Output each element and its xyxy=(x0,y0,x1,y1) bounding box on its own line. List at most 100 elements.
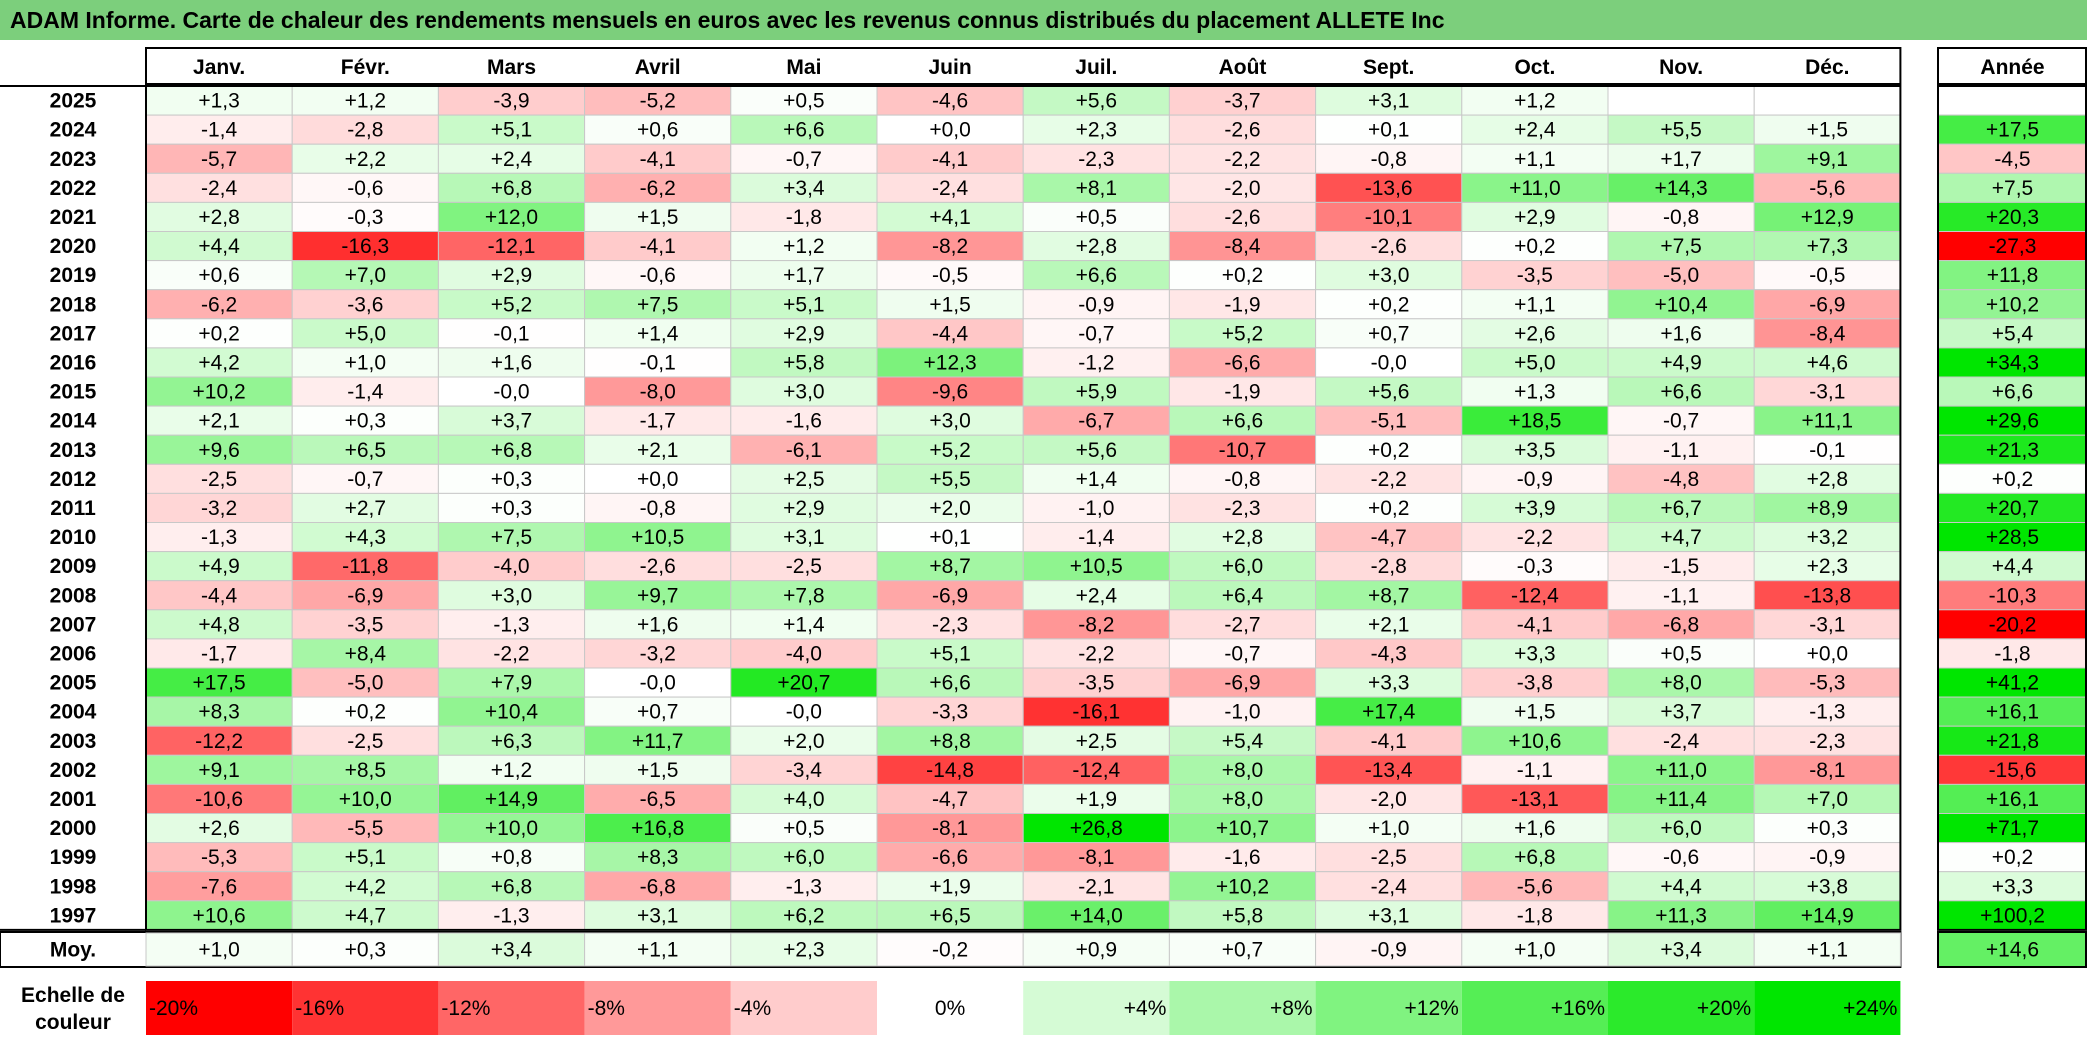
cell-value: +4,3 xyxy=(345,526,386,549)
cell-value: -6,9 xyxy=(1224,672,1260,695)
cell-value: +12,0 xyxy=(485,206,538,229)
cell-value: +1,7 xyxy=(1660,148,1701,171)
annual-value: +21,3 xyxy=(1986,439,2039,462)
heat-cell xyxy=(1753,492,1901,523)
cell-value: +0,5 xyxy=(1076,206,1117,229)
average-cell xyxy=(584,932,732,967)
cell-value: +11,1 xyxy=(1802,410,1854,433)
cell-value: +8,5 xyxy=(345,759,386,782)
heat-cell xyxy=(1022,492,1170,523)
cell-value: +0,1 xyxy=(929,526,970,549)
heat-cell xyxy=(1753,347,1901,378)
heat-cell xyxy=(730,201,878,232)
cell-value: -2,2 xyxy=(493,642,529,665)
average-value: +2,3 xyxy=(783,939,824,962)
annual-value: +20,3 xyxy=(1986,206,2039,229)
cell-value: +2,9 xyxy=(491,264,532,287)
heat-cell xyxy=(584,347,732,378)
heat-cell xyxy=(730,813,878,844)
cell-value: -3,9 xyxy=(493,90,529,113)
month-header: Août xyxy=(1219,56,1267,79)
cell-value: +5,9 xyxy=(1076,381,1117,404)
month-header: Mars xyxy=(487,56,536,79)
cell-value: -2,4 xyxy=(1663,730,1700,753)
heat-cell xyxy=(1753,463,1901,494)
cell-value: +8,7 xyxy=(929,555,970,578)
cell-value: +1,6 xyxy=(491,351,532,374)
cell-value: +10,6 xyxy=(1508,730,1561,753)
cell-value: -2,5 xyxy=(786,555,822,578)
heat-cell xyxy=(1461,289,1609,320)
cell-value: -6,1 xyxy=(786,439,822,462)
average-value: -0,2 xyxy=(932,939,968,962)
average-value: +1,0 xyxy=(1514,939,1555,962)
heat-cell xyxy=(730,172,878,203)
scale-swatch xyxy=(584,981,731,1035)
heat-cell xyxy=(1461,609,1609,640)
cell-value: -4,1 xyxy=(1371,730,1407,753)
cell-value: -3,3 xyxy=(932,701,968,724)
cell-value: +3,7 xyxy=(1660,701,1701,724)
cell-value: +4,2 xyxy=(345,875,386,898)
annual-cell xyxy=(1937,667,2087,698)
cell-value: -0,3 xyxy=(1517,555,1553,578)
cell-value: +7,0 xyxy=(345,264,386,287)
heat-cell xyxy=(1168,405,1317,436)
heat-cell xyxy=(1315,85,1463,116)
heat-cell xyxy=(730,405,878,436)
heat-cell xyxy=(145,871,293,902)
year-label: 1997 xyxy=(50,904,97,927)
heat-cell xyxy=(1461,376,1609,407)
average-value: -0,9 xyxy=(1371,939,1407,962)
cell-value: -4,0 xyxy=(786,642,822,665)
cell-value: -3,4 xyxy=(786,759,823,782)
annual-cell xyxy=(1937,783,2087,815)
average-value: +1,0 xyxy=(198,939,239,962)
year-label: 1999 xyxy=(50,846,97,869)
heat-cell xyxy=(1607,492,1755,523)
cell-value: -0,3 xyxy=(347,206,383,229)
heat-cell xyxy=(1315,580,1463,611)
heat-cell xyxy=(1168,667,1317,698)
cell-value: -1,1 xyxy=(1517,759,1553,782)
cell-value: +11,0 xyxy=(1655,759,1707,782)
cell-value: +9,6 xyxy=(198,439,239,462)
cell-value: +0,6 xyxy=(637,119,678,142)
cell-value: +1,9 xyxy=(929,875,970,898)
cell-value: -8,1 xyxy=(1078,846,1114,869)
annual-value: +71,7 xyxy=(1986,817,2039,840)
cell-value: +5,1 xyxy=(783,293,824,316)
annual-value: +41,2 xyxy=(1986,672,2039,695)
heat-cell xyxy=(1022,725,1170,756)
scale-swatch xyxy=(146,981,293,1035)
scale-swatch xyxy=(1754,981,1901,1035)
average-cell xyxy=(876,932,1024,967)
cell-value: -5,5 xyxy=(347,817,383,840)
average-value: +3,4 xyxy=(1660,939,1702,962)
chart-title: ADAM Informe. Carte de chaleur des rende… xyxy=(0,0,2087,40)
cell-value: +1,5 xyxy=(929,293,970,316)
cell-value: +26,8 xyxy=(1070,817,1123,840)
heat-cell xyxy=(876,463,1024,494)
year-label: 2000 xyxy=(50,817,97,840)
heat-cell xyxy=(584,580,732,611)
heat-cell xyxy=(1022,813,1170,844)
average-value: +0,7 xyxy=(1222,939,1263,962)
cell-value: -8,2 xyxy=(1078,613,1114,636)
cell-value: +3,8 xyxy=(1807,875,1848,898)
heat-cell xyxy=(584,551,732,582)
cell-value: +2,3 xyxy=(1807,555,1848,578)
year-label: 2011 xyxy=(50,497,96,520)
heat-cell xyxy=(437,551,586,582)
heat-cell xyxy=(1168,143,1317,174)
heat-cell xyxy=(1607,463,1755,494)
cell-value: +2,5 xyxy=(1076,730,1117,753)
cell-value: +4,8 xyxy=(198,613,239,636)
heat-cell xyxy=(437,114,586,145)
heat-cell xyxy=(1753,900,1901,931)
cell-value: -2,4 xyxy=(201,177,238,200)
cell-value: +11,3 xyxy=(1655,904,1707,927)
cell-value: +4,7 xyxy=(1660,526,1701,549)
annual-value: -10,3 xyxy=(1989,584,2037,607)
heat-cell xyxy=(1315,492,1463,523)
